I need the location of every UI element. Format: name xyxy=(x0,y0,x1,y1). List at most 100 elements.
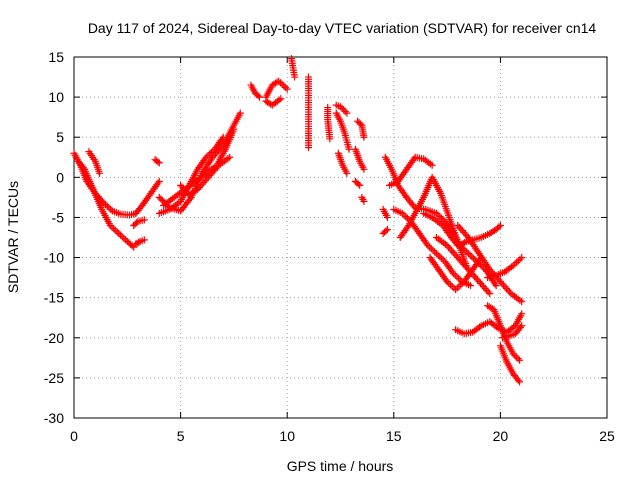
data-point xyxy=(483,286,491,294)
data-point xyxy=(273,78,281,86)
data-point xyxy=(436,253,444,261)
data-point xyxy=(461,239,469,247)
data-point xyxy=(472,274,480,282)
x-tick-label: 10 xyxy=(279,428,295,444)
data-point xyxy=(512,353,520,361)
data-point xyxy=(518,254,526,262)
data-point xyxy=(467,269,475,277)
data-point xyxy=(466,251,474,259)
data-point xyxy=(337,103,344,111)
data-point xyxy=(455,255,463,263)
data-point xyxy=(96,169,104,177)
y-tick-label: -25 xyxy=(44,370,64,386)
data-point xyxy=(458,259,466,267)
data-point xyxy=(480,283,488,291)
data-point xyxy=(463,248,471,256)
data-point xyxy=(464,266,472,274)
data-point xyxy=(410,155,418,163)
data-point xyxy=(207,170,215,178)
data-point xyxy=(468,253,476,261)
data-point xyxy=(516,255,524,263)
data-point xyxy=(276,79,284,87)
data-point xyxy=(305,144,313,152)
data-point xyxy=(206,172,214,180)
data-point xyxy=(140,216,148,224)
data-point xyxy=(210,166,218,174)
data-point xyxy=(398,209,406,217)
data-point xyxy=(466,267,474,275)
data-point xyxy=(400,211,408,219)
data-point xyxy=(403,214,411,222)
data-point xyxy=(453,284,461,292)
data-point xyxy=(498,279,506,287)
data-point xyxy=(278,80,286,88)
data-point xyxy=(438,214,446,222)
data-point xyxy=(496,278,504,286)
data-point xyxy=(120,234,128,242)
data-point xyxy=(107,205,115,213)
data-point xyxy=(499,281,507,289)
data-point xyxy=(464,250,472,258)
data-point xyxy=(509,350,517,358)
data-point xyxy=(338,104,346,112)
data-point xyxy=(486,266,494,274)
data-point xyxy=(281,83,289,91)
data-point xyxy=(356,181,364,189)
data-point xyxy=(460,228,468,236)
data-point xyxy=(511,260,519,268)
data-point xyxy=(455,282,463,290)
data-point xyxy=(154,179,162,187)
data-point xyxy=(343,169,351,177)
data-point xyxy=(206,150,214,158)
data-point xyxy=(103,202,111,210)
y-tick-label: -30 xyxy=(44,410,64,426)
data-point xyxy=(135,238,143,246)
data-point xyxy=(469,271,477,279)
data-point xyxy=(402,213,410,221)
data-point xyxy=(122,236,130,244)
plot-frame xyxy=(73,56,608,419)
data-point xyxy=(454,221,462,229)
data-point xyxy=(448,247,456,255)
data-point xyxy=(106,221,114,229)
data-point xyxy=(108,223,116,231)
data-point xyxy=(475,278,483,286)
data-point xyxy=(212,165,220,173)
data-point xyxy=(443,278,451,286)
data-point xyxy=(195,184,203,192)
data-point xyxy=(102,201,110,209)
data-point xyxy=(504,286,512,294)
data-point xyxy=(452,286,460,294)
data-point xyxy=(275,96,283,104)
data-point xyxy=(283,85,291,93)
data-point xyxy=(481,284,489,292)
data-point xyxy=(471,256,479,264)
data-point xyxy=(186,195,194,203)
data-point xyxy=(230,125,238,133)
data-point xyxy=(493,323,501,331)
data-point xyxy=(457,281,465,289)
data-point xyxy=(79,164,87,172)
data-point xyxy=(474,276,482,284)
chart-title: Day 117 of 2024, Sidereal Day-to-day VTE… xyxy=(88,20,597,36)
data-point xyxy=(478,281,486,289)
data-point xyxy=(340,106,348,114)
data-point xyxy=(516,356,524,364)
data-point xyxy=(471,272,479,280)
data-point xyxy=(513,258,521,266)
data-point xyxy=(454,254,462,262)
data-point xyxy=(291,73,299,81)
data-point xyxy=(118,233,126,241)
data-point xyxy=(516,378,524,386)
x-tick-label: 5 xyxy=(177,428,185,444)
data-point xyxy=(140,236,148,244)
data-point xyxy=(383,225,391,233)
y-tick-label: 0 xyxy=(56,169,64,185)
data-point xyxy=(434,211,442,219)
data-point xyxy=(158,196,166,204)
data-point xyxy=(502,284,510,292)
data-point xyxy=(455,274,463,282)
data-point xyxy=(448,282,456,290)
data-point xyxy=(280,82,288,90)
data-point xyxy=(461,262,469,270)
